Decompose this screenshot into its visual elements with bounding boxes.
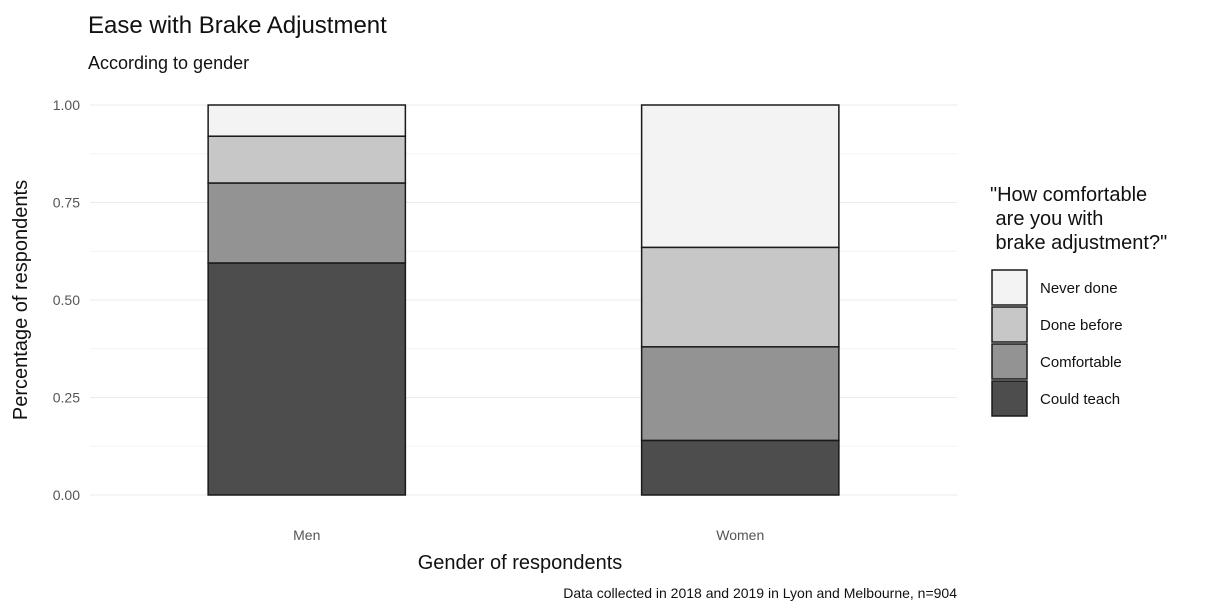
y-tick-label: 0.25 bbox=[53, 390, 80, 406]
legend-title-line-1: "How comfortable bbox=[990, 184, 1147, 206]
x-axis-ticks: Men Women bbox=[293, 527, 764, 543]
bar-segment-women-done-before bbox=[640, 246, 840, 348]
y-axis-ticks: 0.00 0.25 0.50 0.75 1.00 bbox=[53, 97, 80, 503]
legend: "How comfortable are you with brake adju… bbox=[990, 184, 1167, 417]
bar-segment-men-never-done bbox=[207, 104, 407, 137]
y-tick-label: 0.00 bbox=[53, 487, 80, 503]
legend-label: Comfortable bbox=[1040, 354, 1122, 371]
bar-segment-men-comfortable bbox=[207, 182, 407, 264]
legend-label: Never done bbox=[1040, 280, 1118, 297]
legend-label: Done before bbox=[1040, 317, 1123, 334]
bar-segment-women-comfortable bbox=[640, 346, 840, 442]
bar-segment-men-done-before bbox=[207, 135, 407, 184]
bar-segment-men-could-teach bbox=[207, 262, 407, 496]
legend-swatch bbox=[991, 343, 1028, 380]
bars bbox=[207, 104, 840, 496]
y-axis-title: Percentage of respondents bbox=[10, 180, 32, 420]
legend-title-line-3: brake adjustment?" bbox=[990, 232, 1167, 254]
legend-label: Could teach bbox=[1040, 391, 1120, 408]
legend-items: Never done Done before Comfortable Could te… bbox=[991, 269, 1123, 417]
legend-swatch bbox=[991, 380, 1028, 417]
chart-title: Ease with Brake Adjustment bbox=[88, 12, 387, 39]
legend-swatch bbox=[991, 306, 1028, 343]
y-tick-label: 1.00 bbox=[53, 97, 80, 113]
bar-segment-women-could-teach bbox=[640, 439, 840, 496]
x-axis-title: Gender of respondents bbox=[418, 552, 623, 574]
legend-title-line-2: are you with bbox=[990, 208, 1103, 230]
y-tick-label: 0.75 bbox=[53, 195, 80, 211]
legend-swatch bbox=[991, 269, 1028, 306]
y-tick-label: 0.50 bbox=[53, 292, 80, 308]
bar-segment-women-never-done bbox=[640, 104, 840, 249]
chart-caption: Data collected in 2018 and 2019 in Lyon … bbox=[563, 585, 957, 601]
x-tick-label: Men bbox=[293, 527, 320, 543]
chart-subtitle: According to gender bbox=[88, 53, 249, 73]
x-tick-label: Women bbox=[716, 527, 764, 543]
